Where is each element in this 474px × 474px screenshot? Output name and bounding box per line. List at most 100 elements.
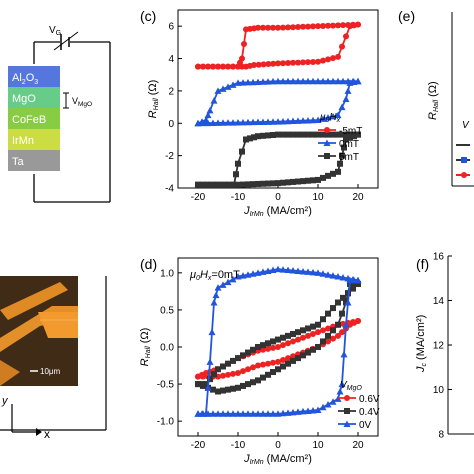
c-xlabel: JIrMn (MA/cm²) [243,205,312,218]
d-data-point [319,403,327,411]
d-data-point [230,357,236,364]
d-data-point [264,410,272,417]
d-data-point [225,360,231,367]
d-data-point [339,329,345,336]
c-data-point [235,63,241,70]
f-y-tick-label: 16 [433,252,445,263]
chart-e-legend-title: V [462,120,470,131]
c-data-point [226,181,233,188]
d-data-point [294,408,302,415]
c-data-point [235,160,241,167]
c-data-point [210,97,218,104]
d-data-point [240,368,246,375]
d-data-point [309,407,317,414]
gate-voltage-label: VG [49,25,61,37]
x-tick-label: -20 [191,440,206,451]
x-axis-label: x [44,427,50,441]
d-data-point [275,336,281,343]
c-data-point [224,119,232,126]
c-data-point [244,118,252,126]
c-data-point [231,181,237,188]
d-data-point [211,371,217,378]
d-data-point [239,272,247,279]
d-data-point [250,346,256,353]
d-data-point [354,276,362,284]
mgo-voltage-label: VMgO [72,96,92,108]
c-data-point [270,24,276,31]
d-data-point [355,318,361,325]
d-data-point [310,323,316,330]
d-data-point [274,265,282,273]
c-data-point [239,79,247,86]
c-data-point [249,78,257,86]
c-data-point [243,136,249,143]
c-data-point [274,77,282,85]
c-data-point [295,59,301,66]
d-data-point [219,410,227,417]
d-data-point [270,359,276,366]
d-data-point [269,410,277,417]
c-data-point [295,23,301,30]
c-data-point [324,77,332,85]
d-legend-label: 0.6V [359,394,380,405]
y-tick-label: 6 [168,22,174,33]
d-data-point [234,410,242,417]
c-data-point [310,58,316,65]
d-legend-title: VMgO [340,380,362,392]
d-data-point [206,358,214,365]
d-data-point [269,266,277,274]
d-data-point [220,372,226,379]
d-data-point [285,340,291,347]
d-data-point [230,370,236,377]
d-data-point [195,373,201,380]
d-data-point [274,410,282,417]
c-data-point [330,170,336,177]
c-data-point [285,131,291,138]
c-data-point [305,131,311,138]
c-data-point [229,119,237,126]
d-data-point [314,269,322,276]
c-data-point [265,180,271,187]
d-data-point [215,366,221,373]
c-data-point [330,22,336,29]
c-data-point [213,181,219,188]
d-data-point [265,345,271,352]
c-data-point [220,63,226,70]
c-data-point [345,21,351,28]
device-schematic: VG Al2O3 MgO CoFeB IrMn Ta VMgO [8,25,111,203]
layer-label: CoFeB [12,114,46,126]
c-data-point [295,131,301,138]
c-data-point [290,24,296,31]
d-xlabel: JIrMn (MA/cm²) [243,453,312,466]
c-data-point [340,131,346,138]
c-legend-label: 0mT [339,139,359,150]
d-data-point [319,270,327,277]
c-data-point [270,180,276,187]
d-data-point [295,336,301,343]
d-data-point [343,299,349,306]
c-data-point [204,181,210,188]
c-data-point [320,174,326,181]
c-data-point [325,22,331,29]
d-data-point [275,366,281,373]
d-data-point [299,407,307,415]
c-data-point [345,131,351,138]
c-data-point [300,178,306,185]
c-data-point [330,131,336,138]
d-data-point [324,271,332,278]
c-data-point [342,95,350,102]
c-data-point [275,131,281,138]
d-data-point [255,377,261,384]
d-data-point [284,266,292,274]
c-data-point [215,63,221,70]
c-data-point [244,78,252,86]
layer-label: Ta [12,156,25,168]
d-ylabel: RHall (Ω) [139,328,152,367]
d-data-point [335,332,341,339]
y-tick-label: 0.0 [160,343,174,354]
d-data-point [320,327,326,334]
y-tick-label: -1.0 [157,417,175,428]
y-tick-label: -0.5 [157,380,175,391]
d-data-point [225,371,231,378]
c-data-point [222,181,228,188]
